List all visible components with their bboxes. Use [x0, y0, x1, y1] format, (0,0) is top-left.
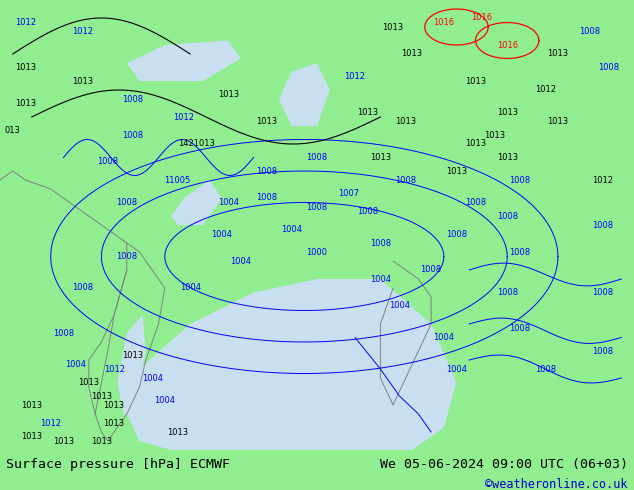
- Text: 1008: 1008: [122, 95, 144, 103]
- Text: 1008: 1008: [53, 328, 74, 338]
- Text: 1008: 1008: [592, 220, 613, 229]
- Text: 1008: 1008: [598, 63, 619, 72]
- Text: 1008: 1008: [357, 207, 378, 216]
- Text: 1421013: 1421013: [178, 140, 215, 148]
- Text: 1013: 1013: [53, 437, 74, 445]
- Text: 11005: 11005: [164, 175, 191, 185]
- Text: 1008: 1008: [256, 167, 277, 175]
- Text: 1008: 1008: [116, 252, 138, 261]
- Text: 1008: 1008: [256, 194, 277, 202]
- Text: 1004: 1004: [370, 274, 391, 284]
- Text: 1008: 1008: [534, 365, 556, 373]
- Text: 1008: 1008: [306, 153, 328, 162]
- Text: 1012: 1012: [344, 72, 366, 81]
- Text: 1008: 1008: [465, 198, 486, 207]
- Text: 1013: 1013: [21, 432, 42, 441]
- Text: 1008: 1008: [395, 175, 417, 185]
- Text: 1016: 1016: [433, 18, 455, 27]
- Text: 1004: 1004: [230, 256, 252, 266]
- Text: 1013: 1013: [484, 130, 505, 140]
- Text: 1013: 1013: [370, 153, 391, 162]
- Text: 1012: 1012: [592, 175, 613, 185]
- Text: 1012: 1012: [173, 113, 195, 122]
- Text: 1013: 1013: [357, 108, 378, 117]
- Text: 1012: 1012: [534, 85, 556, 95]
- Text: 1013: 1013: [167, 427, 188, 437]
- Text: 1004: 1004: [141, 373, 163, 383]
- Text: 1013: 1013: [72, 76, 93, 85]
- Text: 1008: 1008: [122, 130, 144, 140]
- Text: 1004: 1004: [154, 396, 176, 405]
- Text: 1008: 1008: [509, 324, 531, 333]
- Text: 1013: 1013: [91, 437, 112, 445]
- Text: 1013: 1013: [496, 153, 518, 162]
- Text: 1013: 1013: [122, 351, 144, 360]
- Text: 1013: 1013: [217, 90, 239, 99]
- Text: 1004: 1004: [179, 284, 201, 293]
- Text: 1013: 1013: [446, 167, 467, 175]
- Text: 1004: 1004: [433, 333, 455, 342]
- Text: 1013: 1013: [465, 140, 486, 148]
- Text: 1013: 1013: [103, 418, 125, 427]
- Text: 1008: 1008: [509, 175, 531, 185]
- Text: 1013: 1013: [91, 392, 112, 400]
- Text: ©weatheronline.co.uk: ©weatheronline.co.uk: [485, 477, 628, 490]
- Text: 1013: 1013: [465, 76, 486, 85]
- Text: 1013: 1013: [401, 49, 423, 58]
- Text: 1008: 1008: [509, 247, 531, 256]
- Text: 1004: 1004: [446, 365, 467, 373]
- Text: 1013: 1013: [78, 378, 100, 387]
- Text: 1004: 1004: [211, 229, 233, 239]
- Text: 1013: 1013: [496, 108, 518, 117]
- Text: We 05-06-2024 09:00 UTC (06+03): We 05-06-2024 09:00 UTC (06+03): [380, 458, 628, 470]
- Text: 1012: 1012: [15, 18, 36, 27]
- Text: 1013: 1013: [15, 99, 36, 108]
- Text: 1016: 1016: [496, 41, 518, 49]
- Text: 1013: 1013: [103, 400, 125, 410]
- Text: 1004: 1004: [65, 360, 87, 369]
- Text: 1008: 1008: [306, 202, 328, 212]
- Text: 1008: 1008: [370, 239, 391, 247]
- Text: 1008: 1008: [116, 198, 138, 207]
- Text: 1013: 1013: [395, 117, 417, 126]
- Text: 1007: 1007: [338, 189, 359, 198]
- Text: 1008: 1008: [579, 27, 600, 36]
- Text: 1012: 1012: [103, 365, 125, 373]
- Text: 1013: 1013: [547, 117, 569, 126]
- Text: 013: 013: [4, 126, 21, 135]
- Text: 1013: 1013: [256, 117, 277, 126]
- Text: 1004: 1004: [217, 198, 239, 207]
- Text: 1008: 1008: [592, 288, 613, 297]
- Text: 1008: 1008: [592, 346, 613, 356]
- Text: 1008: 1008: [97, 157, 119, 167]
- Text: 1008: 1008: [496, 212, 518, 220]
- Text: 1012: 1012: [72, 27, 93, 36]
- Text: 1013: 1013: [15, 63, 36, 72]
- Text: 1013: 1013: [21, 400, 42, 410]
- Text: 1008: 1008: [420, 266, 442, 274]
- Text: 1012: 1012: [40, 418, 61, 427]
- Text: 1013: 1013: [547, 49, 569, 58]
- Text: Surface pressure [hPa] ECMWF: Surface pressure [hPa] ECMWF: [6, 458, 230, 470]
- Text: 1004: 1004: [389, 301, 410, 311]
- Text: 1004: 1004: [281, 225, 302, 234]
- Text: 1008: 1008: [496, 288, 518, 297]
- Text: 1013: 1013: [382, 23, 404, 31]
- Text: 1008: 1008: [72, 284, 93, 293]
- Text: 1008: 1008: [446, 229, 467, 239]
- Text: 1016: 1016: [471, 14, 493, 23]
- Text: 1000: 1000: [306, 247, 328, 256]
